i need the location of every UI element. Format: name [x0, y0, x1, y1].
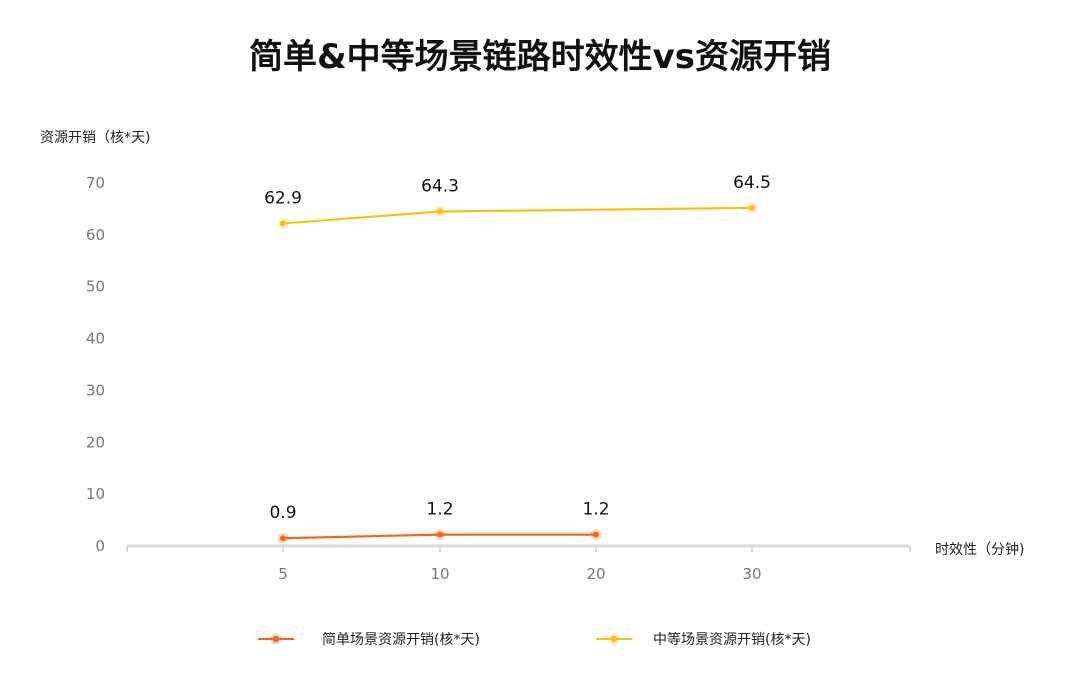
y-axis-title: 资源开销（核*天) [40, 130, 150, 146]
legend-label: 中等场景资源开销(核*天) [653, 631, 811, 648]
x-tick-label: 5 [278, 565, 288, 583]
y-tick-label: 30 [86, 381, 105, 399]
series-1: 0.9 1.2 1.2 [269, 500, 610, 544]
x-axis-title: 时效性（分钟) [935, 541, 1024, 558]
legend-item: 简单场景资源开销(核*天) [258, 631, 480, 648]
x-tick-label: 10 [430, 565, 449, 583]
legend-marker [272, 635, 280, 643]
y-tick-label: 60 [86, 226, 105, 244]
data-point [280, 535, 286, 542]
data-label: 0.9 [269, 503, 296, 523]
y-tick-label: 10 [86, 485, 105, 503]
data-point [593, 531, 599, 538]
data-point [437, 208, 443, 215]
data-label: 62.9 [264, 188, 302, 208]
y-tick-label: 0 [95, 537, 105, 555]
y-tick-label: 70 [86, 174, 105, 192]
series-group: 0.9 1.2 1.2 62.9 64.3 64.5 [264, 173, 771, 544]
data-point [749, 204, 755, 211]
y-tick-label: 20 [86, 433, 105, 451]
chart-title: 简单&中等场景链路时效性vs资源开销 [249, 37, 831, 77]
series-2: 62.9 64.3 64.5 [264, 173, 771, 229]
axes: 0 10 20 30 40 50 60 70 5 10 20 30 [86, 174, 911, 583]
legend: 简单场景资源开销(核*天) 中等场景资源开销(核*天) [258, 631, 811, 648]
y-tick-label: 40 [86, 330, 105, 348]
data-label: 1.2 [426, 500, 453, 520]
data-label: 64.3 [421, 177, 459, 197]
data-point [280, 220, 286, 227]
legend-marker [610, 635, 618, 643]
x-tick-label: 20 [586, 565, 605, 583]
x-tick-label: 30 [742, 565, 761, 583]
data-label: 64.5 [733, 173, 771, 193]
legend-label: 简单场景资源开销(核*天) [322, 631, 480, 648]
series-line [282, 206, 753, 225]
data-point [437, 531, 443, 538]
data-label: 1.2 [582, 500, 609, 520]
y-tick-label: 50 [86, 278, 105, 296]
legend-item: 中等场景资源开销(核*天) [596, 631, 811, 648]
